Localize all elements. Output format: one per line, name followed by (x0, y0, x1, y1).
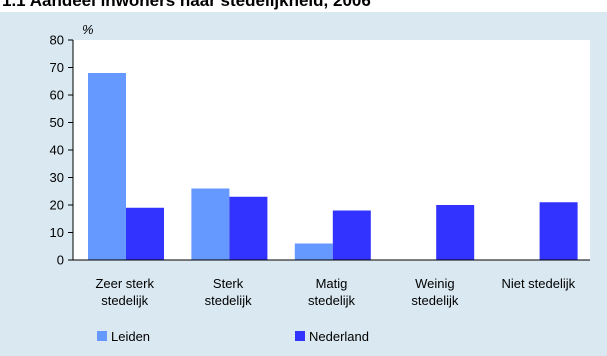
chart-title: 1.1 Aandeel inwoners naar stedelijkheid,… (2, 0, 371, 10)
legend-swatch-leiden (97, 331, 107, 341)
bar-nederland-2 (332, 210, 371, 260)
x-category-label: Matig (316, 276, 348, 291)
y-tick-label: 70 (50, 60, 64, 75)
x-category-label: Sterk (213, 276, 244, 291)
x-category-label: Weinig (415, 276, 455, 291)
x-category-label: Zeer sterk (95, 276, 154, 291)
legend-swatch-nederland (295, 331, 305, 341)
bar-nederland-1 (229, 196, 268, 260)
bar-nederland-4 (539, 202, 578, 260)
legend-label-leiden: Leiden (111, 329, 150, 344)
bar-leiden-0 (88, 73, 126, 260)
y-tick-label: 10 (50, 225, 64, 240)
x-category-label: stedelijk (308, 293, 355, 308)
x-category-label: Niet stedelijk (501, 276, 575, 291)
y-tick-label: 60 (50, 88, 64, 103)
y-tick-label: 80 (50, 33, 64, 48)
bar-leiden-1 (191, 188, 230, 260)
y-axis-unit: % (82, 22, 94, 37)
bar-nederland-3 (436, 205, 475, 260)
bar-leiden-2 (294, 243, 333, 260)
legend-label-nederland: Nederland (309, 329, 369, 344)
y-tick-label: 50 (50, 115, 64, 130)
y-tick-label: 30 (50, 170, 64, 185)
y-tick-label: 0 (57, 253, 64, 268)
x-category-label: stedelijk (411, 293, 458, 308)
y-tick-label: 20 (50, 198, 64, 213)
y-tick-label: 40 (50, 143, 64, 158)
bar-nederland-0 (126, 207, 164, 260)
x-category-label: stedelijk (101, 293, 148, 308)
x-category-label: stedelijk (205, 293, 252, 308)
